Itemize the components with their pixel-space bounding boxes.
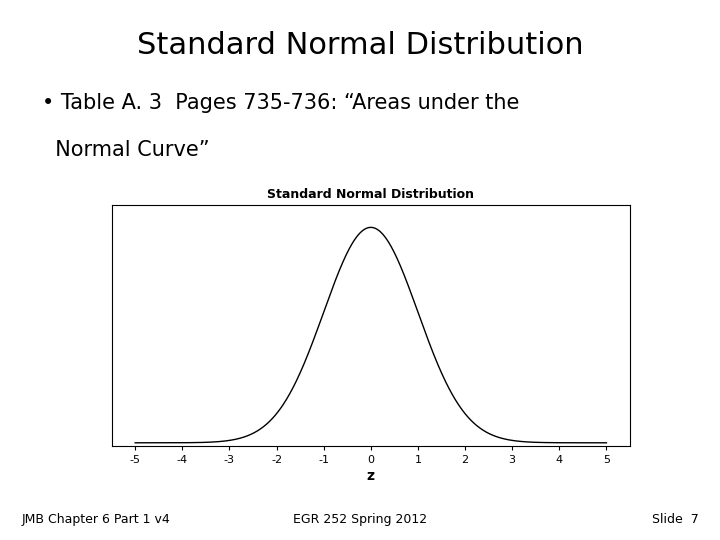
Text: Slide  7: Slide 7 (652, 513, 698, 526)
X-axis label: z: z (366, 469, 375, 483)
Text: EGR 252 Spring 2012: EGR 252 Spring 2012 (293, 513, 427, 526)
Text: • Table A. 3  Pages 735-736: “Areas under the: • Table A. 3 Pages 735-736: “Areas under… (42, 93, 519, 113)
Text: JMB Chapter 6 Part 1 v4: JMB Chapter 6 Part 1 v4 (22, 513, 171, 526)
Title: Standard Normal Distribution: Standard Normal Distribution (267, 188, 474, 201)
Text: Standard Normal Distribution: Standard Normal Distribution (137, 31, 583, 60)
Text: Normal Curve”: Normal Curve” (42, 140, 210, 160)
